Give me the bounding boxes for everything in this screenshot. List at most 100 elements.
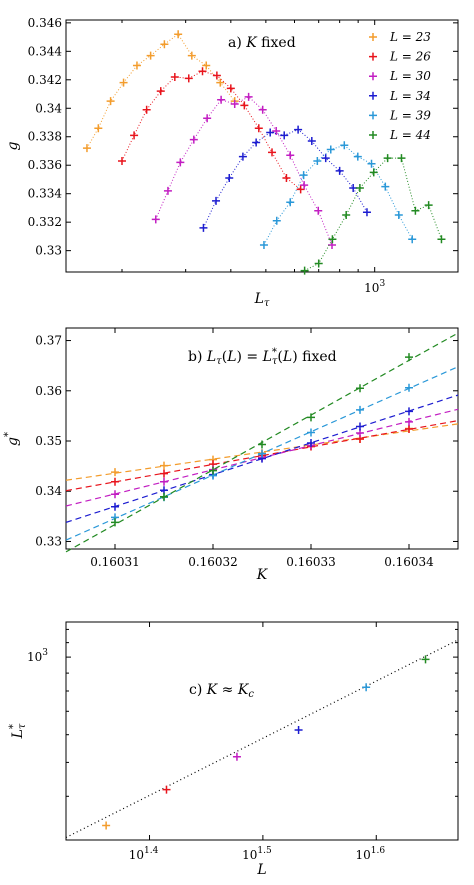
data-point [355, 184, 364, 192]
data-point [258, 105, 267, 114]
data-point [405, 407, 413, 416]
data-point [106, 97, 115, 106]
data-point [411, 206, 420, 215]
panel-b-y-ticks: 0.33 0.34 0.35 0.36 0.37 [35, 334, 458, 548]
x-tick-label: 101.6 [355, 846, 385, 862]
data-point [199, 223, 208, 232]
y-tick-label: 0.37 [35, 334, 62, 348]
fit-line [65, 423, 459, 481]
data-point [170, 72, 179, 81]
data-point [111, 518, 119, 527]
data-point [294, 725, 303, 734]
data-point [119, 78, 128, 87]
panel-b-title: b) Lτ(L) = L* τ(L) fixed [188, 347, 337, 367]
data-point [286, 151, 295, 160]
y-tick-label: 0.34 [35, 484, 62, 498]
data-point [340, 141, 349, 150]
data-point [300, 181, 309, 190]
data-point [202, 61, 211, 70]
x-tick-label: 0.16033 [286, 555, 336, 569]
panel-c-x-ticks: 101.4 101.5 101.6 [129, 622, 385, 862]
panel-c-ylabel: L*τ [8, 723, 28, 739]
data-point [296, 185, 305, 194]
x-tick-label: 101.5 [242, 846, 272, 862]
data-point [230, 100, 239, 108]
panel-a-ylabel: g [5, 141, 21, 150]
data-point [367, 159, 376, 168]
x-tick-exponent: 1.6 [371, 846, 386, 856]
data-point [421, 655, 430, 664]
data-point [349, 184, 358, 192]
panel-a: 0.33 0.332 0.334 0.336 0.338 0.34 0.342 0.344 0.… [5, 16, 459, 309]
data-point [282, 174, 291, 183]
data-point [356, 384, 364, 393]
data-point [369, 168, 378, 177]
data-point [259, 240, 268, 249]
data-point [353, 152, 362, 161]
data-point [225, 174, 234, 183]
panel-c-series [65, 639, 459, 839]
panel-b: 0.330.340.350.360.37 0.16031 0.16032 0.160… [3, 327, 459, 583]
y-tick-label: 0.332 [28, 215, 62, 229]
data-point [294, 125, 303, 134]
y-tick-label: 0.336 [28, 158, 62, 172]
data-point [217, 95, 226, 104]
data-point [394, 211, 403, 220]
data-point [286, 198, 295, 207]
data-point [142, 105, 151, 114]
data-point [160, 461, 168, 470]
data-point [184, 74, 193, 83]
data-point [203, 114, 212, 123]
data-point [198, 67, 207, 76]
y-tick-exponent: 3 [42, 648, 48, 658]
data-point [266, 128, 275, 137]
legend-entry: L = 23 [389, 30, 431, 44]
data-point [146, 51, 155, 60]
data-point [335, 166, 344, 175]
x-tick-exponent: 1.4 [144, 846, 159, 856]
y-tick-label: 0.346 [28, 16, 62, 30]
data-point [132, 61, 141, 70]
legend-marker [369, 131, 377, 139]
data-point [307, 439, 315, 448]
data-point [356, 405, 364, 414]
y-tick-label: 103 [27, 648, 48, 664]
data-point [405, 353, 413, 362]
data-point [174, 30, 183, 39]
data-point [102, 821, 111, 830]
panel-b-frame [65, 327, 459, 550]
data-point [232, 752, 241, 761]
data-point [244, 92, 253, 101]
data-point [272, 127, 281, 136]
x-tick-label: 0.16034 [384, 555, 434, 569]
data-point [321, 154, 330, 163]
data-point [307, 413, 315, 422]
data-point [160, 477, 168, 486]
panel-a-title: a) K fixed [228, 35, 296, 51]
legend-marker [369, 33, 377, 41]
data-point [160, 40, 169, 49]
panel-b-x-ticks: 0.16031 0.16032 0.16033 0.16034 [90, 328, 434, 569]
series-curve [155, 96, 333, 246]
data-point [160, 492, 168, 501]
data-point [187, 51, 196, 60]
data-point [342, 211, 351, 220]
data-point [111, 502, 119, 511]
data-point [176, 158, 185, 167]
data-point [216, 78, 225, 87]
data-point [258, 449, 266, 458]
panel-b-ylabel: g* [3, 432, 21, 446]
legend-entry: L = 26 [389, 50, 431, 64]
data-point [362, 208, 371, 217]
fit-line [65, 639, 459, 839]
data-point [111, 490, 119, 499]
panel-c-title: c) K ≈ Kc [189, 682, 254, 700]
x-tick-exponent: 1.5 [257, 846, 272, 856]
panel-a-x-ticks: 103 [121, 20, 385, 295]
legend-entry: L = 34 [389, 89, 431, 103]
data-point [111, 477, 119, 486]
data-point [130, 131, 139, 140]
panel-b-xlabel: K [256, 567, 269, 583]
fit-line [65, 394, 459, 523]
data-point [118, 156, 126, 165]
